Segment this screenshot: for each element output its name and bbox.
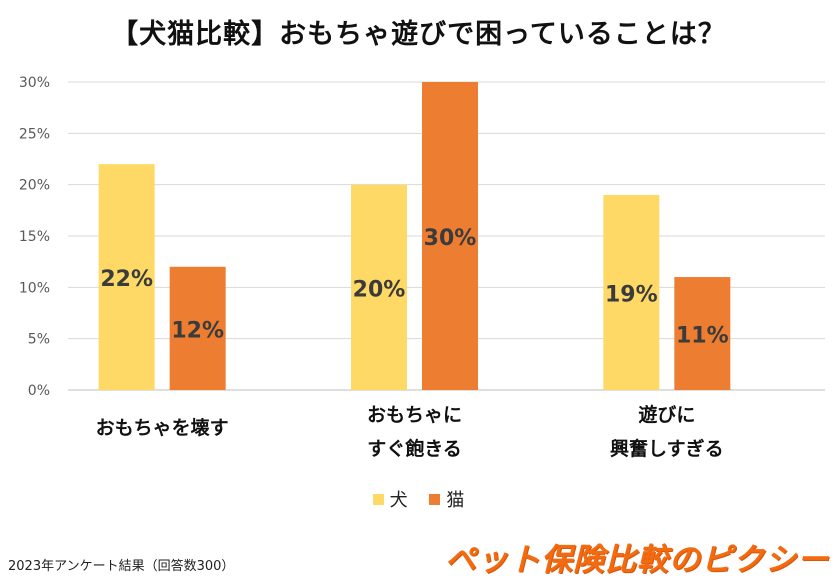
data-label: 30% <box>424 226 477 251</box>
chart-title: 【犬猫比較】おもちゃ遊びで困っていることは？ <box>111 19 726 50</box>
bar-猫-0 <box>169 266 226 390</box>
y-tick-label: 30% <box>19 75 50 91</box>
category-label: おもちゃを壊す <box>62 411 262 445</box>
y-tick-label: 5% <box>28 332 50 348</box>
y-tick-label: 25% <box>19 126 50 142</box>
category-label-line: おもちゃを壊す <box>95 417 229 439</box>
y-tick-label: 15% <box>19 229 50 245</box>
brand-logo: ペット保険比較のピクシー <box>445 542 829 578</box>
data-label: 19% <box>605 282 658 307</box>
category-label-line: 遊びに <box>638 404 696 426</box>
y-tick-label: 10% <box>19 280 50 296</box>
legend-item-dog: 犬 <box>372 486 408 512</box>
bar-猫-2 <box>674 277 731 390</box>
legend-label-dog: 犬 <box>389 490 408 511</box>
category-label-line: 興奮しすぎる <box>610 438 724 460</box>
category-label: おもちゃにすぐ飽きる <box>315 398 515 466</box>
footnote: 2023年アンケート結果（回答数300） <box>8 559 235 574</box>
bar-犬-0 <box>98 164 155 390</box>
y-tick-label: 0% <box>28 383 50 399</box>
category-label: 遊びに 興奮しすぎる <box>567 398 767 466</box>
bar-犬-1 <box>351 184 407 390</box>
legend-swatch-cat <box>429 493 441 505</box>
bar-犬-2 <box>603 194 660 390</box>
y-tick-label: 20% <box>19 178 50 194</box>
bar-猫-1 <box>422 82 478 390</box>
bar-chart: 0% 5% 10% 15% 20% 25% 30% 22% 12% 20% 30% 19% 11% <box>19 75 825 399</box>
legend-label-cat: 猫 <box>446 490 465 511</box>
legend-swatch-dog <box>372 493 384 505</box>
data-label: 20% <box>353 277 406 302</box>
data-label: 11% <box>676 324 729 349</box>
legend-item-cat: 猫 <box>429 486 464 512</box>
legend: 犬 猫 <box>0 486 837 512</box>
category-label-line: おもちゃに <box>366 404 462 426</box>
data-label: 22% <box>100 267 153 292</box>
data-label: 12% <box>171 318 224 343</box>
category-label-line: すぐ飽きる <box>367 438 462 460</box>
